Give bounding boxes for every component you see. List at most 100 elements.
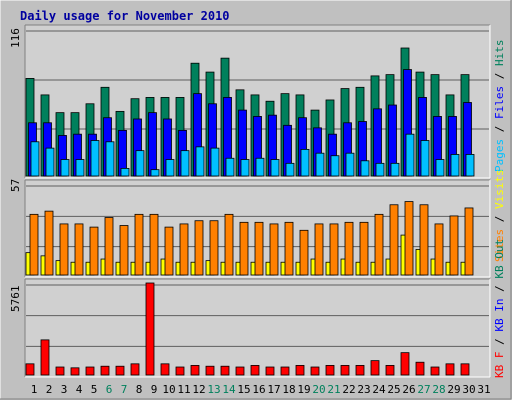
legend-separator: /: [493, 279, 506, 299]
sites-bar: [134, 213, 144, 276]
kbytes-bar: [460, 363, 470, 376]
kbytes-bar: [205, 365, 215, 376]
panel-2-legend: KB F / KB In / KB Out: [493, 239, 506, 378]
panel-0-ymax-label: 116: [9, 28, 22, 48]
kbytes-bar: [55, 366, 65, 376]
x-tick-label: 2: [46, 383, 53, 396]
kbytes-bar: [430, 366, 440, 376]
pages-bar: [345, 152, 355, 177]
kbytes-bar: [265, 366, 275, 376]
pages-bar: [270, 159, 280, 177]
x-tick-label: 20: [312, 383, 325, 396]
pages-bar: [450, 154, 460, 177]
legend-separator: /: [493, 332, 506, 352]
panel-1-legend: Sites / Visits: [493, 169, 506, 262]
pages-bar: [420, 140, 430, 177]
kbytes-bar: [235, 366, 245, 376]
kbytes-bar: [115, 365, 125, 376]
legend-separator: /: [493, 119, 506, 139]
kbytes-bar: [325, 365, 335, 376]
pages-bar: [45, 147, 55, 177]
x-tick-label: 7: [121, 383, 128, 396]
pages-bar: [255, 157, 265, 177]
sites-bar: [404, 201, 414, 276]
kbytes-bar: [250, 365, 260, 376]
pages-bar: [315, 152, 325, 177]
x-tick-label: 31: [477, 383, 490, 396]
pages-bar: [165, 159, 175, 177]
legend-separator: /: [493, 209, 506, 229]
kbytes-bar: [220, 365, 230, 376]
sites-bar: [359, 221, 369, 276]
legend-kbout-label: KB Out: [493, 239, 506, 279]
pages-bar: [300, 148, 310, 177]
pages-bar: [285, 162, 295, 177]
pages-bar: [195, 146, 205, 177]
kbytes-bar: [385, 365, 395, 376]
x-tick-label: 29: [447, 383, 460, 396]
x-tick-label: 16: [252, 383, 265, 396]
x-tick-label: 25: [387, 383, 400, 396]
kbytes-bar: [85, 366, 95, 376]
sites-bar: [269, 223, 279, 276]
pages-bar: [30, 141, 40, 177]
x-tick-label: 8: [136, 383, 143, 396]
pages-bar: [150, 169, 160, 177]
x-tick-label: 18: [282, 383, 295, 396]
kbytes-bar: [25, 363, 35, 376]
pages-bar: [390, 162, 400, 177]
sites-bar: [254, 221, 264, 276]
legend-separator: /: [493, 66, 506, 86]
sites-bar: [389, 204, 399, 276]
x-tick-label: 17: [267, 383, 280, 396]
sites-bar: [419, 204, 429, 276]
kbytes-bar: [295, 365, 305, 376]
sites-bar: [224, 213, 234, 276]
pages-bar: [360, 160, 370, 177]
x-tick-label: 10: [162, 383, 175, 396]
x-tick-label: 14: [222, 383, 236, 396]
sites-bar: [314, 223, 324, 276]
panel-0-legend: Pages / Files / Hits: [493, 40, 506, 173]
sites-bar: [464, 207, 474, 276]
kbytes-bar: [340, 365, 350, 376]
sites-bar: [449, 215, 459, 276]
kbytes-bar: [190, 365, 200, 376]
pages-bar: [135, 150, 145, 177]
sites-bar: [119, 225, 129, 276]
x-tick-label: 6: [106, 383, 113, 396]
sites-bar: [149, 213, 159, 276]
pages-bar: [120, 167, 130, 177]
sites-bar: [434, 223, 444, 276]
x-tick-label: 1: [31, 383, 38, 396]
legend-sites-label: Sites: [493, 229, 506, 262]
pages-bar: [465, 154, 475, 177]
pages-bar: [435, 159, 445, 177]
sites-bar: [29, 213, 39, 276]
x-tick-label: 5: [91, 383, 98, 396]
x-tick-label: 22: [342, 383, 355, 396]
legend-pages-label: Pages: [493, 139, 506, 172]
panel-2-ymax-label: 5761: [9, 286, 22, 313]
pages-bar: [60, 159, 70, 177]
pages-bar: [90, 140, 100, 177]
kbytes-bar: [400, 352, 410, 376]
kbytes-bar: [40, 339, 50, 376]
x-tick-label: 3: [61, 383, 68, 396]
panel-2-background: [25, 279, 490, 377]
kbytes-bar: [70, 367, 80, 376]
x-tick-label: 26: [402, 383, 415, 396]
panel-1-ymax-label: 57: [9, 179, 22, 192]
sites-bar: [59, 223, 69, 276]
x-tick-label: 19: [297, 383, 310, 396]
pages-bar: [375, 162, 385, 177]
x-tick-label: 23: [357, 383, 370, 396]
chart-title: Daily usage for November 2010: [20, 9, 230, 23]
sites-bar: [44, 210, 54, 276]
sites-bar: [239, 221, 249, 276]
x-tick-label: 21: [327, 383, 340, 396]
files-bar: [148, 112, 157, 177]
kbytes-bar: [310, 366, 320, 376]
sites-bar: [374, 213, 384, 276]
